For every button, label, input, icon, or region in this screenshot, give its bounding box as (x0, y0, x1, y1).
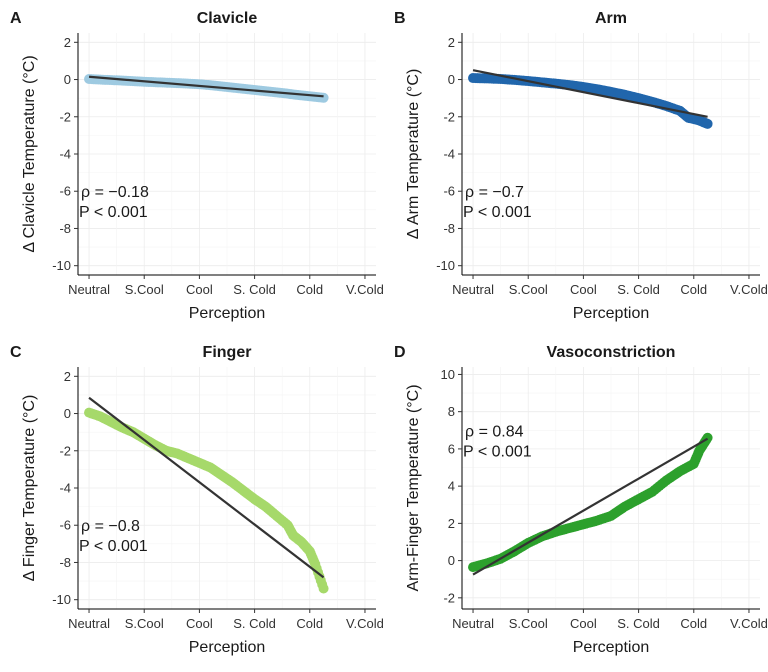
y-tick-label: -10 (436, 258, 455, 273)
regression-line (472, 437, 709, 576)
data-points (468, 73, 713, 129)
gridlines (462, 367, 760, 609)
panel-d: -2 0 2 4 6 8 10 Neutral S.Cool Cool S. Cold Cold V.C… (394, 344, 768, 656)
x-axis-title: Perception (573, 639, 650, 656)
panel-title: Arm (595, 10, 627, 27)
y-tick-label: -2 (443, 590, 455, 605)
x-tick-label: Cold (680, 616, 707, 631)
p-value-annotation: P < 0.001 (463, 204, 532, 221)
y-tick-label: 0 (448, 553, 455, 568)
panel-c: 2 0 -2 -4 -6 -8 -10 Neutral S.Cool Cool S. Cold Col… (10, 344, 384, 656)
data-point (318, 92, 329, 103)
panel-letter: B (394, 10, 406, 27)
rho-annotation: ρ = −0.18 (81, 184, 149, 201)
panel-a: 2 0 -2 -4 -6 -8 -10 Neutral S.Cool Cool S. Cold Col… (10, 10, 384, 322)
x-tick-label: Neutral (68, 282, 110, 297)
x-tick-label: S.Cool (125, 616, 164, 631)
gridlines (462, 33, 760, 275)
panel-letter: A (10, 10, 22, 27)
y-tick-label: -6 (59, 518, 71, 533)
y-tick-label: 2 (64, 369, 71, 384)
x-tick-label: Cold (296, 282, 323, 297)
regression-line (472, 69, 708, 118)
x-tick-label: S. Cold (233, 616, 276, 631)
x-tick-label: S. Cold (233, 282, 276, 297)
x-tick-label: Cool (570, 616, 597, 631)
y-axis-title: Δ Finger Temperature (°C) (21, 395, 38, 582)
x-tick-label: Neutral (68, 616, 110, 631)
y-tick-label: 4 (448, 479, 455, 494)
x-axis-title: Perception (189, 639, 266, 656)
x-tick-label: V.Cold (730, 282, 768, 297)
regression-line (88, 396, 325, 579)
y-tick-label: 0 (64, 406, 71, 421)
x-tick-label: S.Cool (509, 616, 548, 631)
x-tick-label: Neutral (452, 282, 494, 297)
y-tick-label: -6 (443, 184, 455, 199)
panel-title: Vasoconstriction (547, 344, 676, 361)
y-tick-label: -10 (52, 592, 71, 607)
y-tick-label: 8 (448, 404, 455, 419)
x-tick-label: V.Cold (346, 282, 384, 297)
regression-line (88, 75, 324, 98)
y-tick-label: -8 (59, 555, 71, 570)
y-tick-label: -10 (52, 258, 71, 273)
panel-letter: D (394, 344, 406, 361)
x-tick-label: Cold (680, 282, 707, 297)
y-tick-label: -2 (59, 109, 71, 124)
y-tick-label: -6 (59, 184, 71, 199)
y-tick-label: 2 (448, 35, 455, 50)
p-value-annotation: P < 0.001 (79, 204, 148, 221)
y-tick-label: 10 (441, 367, 455, 382)
x-tick-label: S.Cool (509, 282, 548, 297)
x-tick-label: Cool (186, 616, 213, 631)
x-tick-label: Cool (186, 282, 213, 297)
y-tick-label: 2 (64, 35, 71, 50)
p-value-annotation: P < 0.001 (463, 443, 532, 460)
x-tick-label: Neutral (452, 616, 494, 631)
x-tick-label: S. Cold (617, 282, 660, 297)
gridlines (78, 33, 376, 275)
x-tick-label: S. Cold (617, 616, 660, 631)
y-tick-label: -8 (59, 221, 71, 236)
gridlines (78, 367, 376, 609)
panel-title: Clavicle (197, 10, 258, 27)
y-axis-title: Arm-Finger Temperature (°C) (405, 384, 422, 591)
y-tick-label: -4 (59, 481, 71, 496)
rho-annotation: ρ = 0.84 (465, 423, 524, 440)
panel-b: 2 0 -2 -4 -6 -8 -10 Neutral S.Cool Cool S. Cold Col… (394, 10, 768, 322)
x-axis-title: Perception (573, 305, 650, 322)
y-tick-label: 0 (448, 72, 455, 87)
y-tick-label: -4 (59, 147, 71, 162)
x-tick-label: S.Cool (125, 282, 164, 297)
y-tick-label: -2 (59, 443, 71, 458)
y-tick-label: -2 (443, 109, 455, 124)
y-tick-label: -8 (443, 221, 455, 236)
panel-title: Finger (203, 344, 252, 361)
panel-letter: C (10, 344, 22, 361)
y-tick-label: 0 (64, 72, 71, 87)
rho-annotation: ρ = −0.7 (465, 184, 524, 201)
x-tick-label: Cold (296, 616, 323, 631)
y-tick-label: 6 (448, 441, 455, 456)
x-tick-label: Cool (570, 282, 597, 297)
x-axis-title: Perception (189, 305, 266, 322)
data-point (702, 118, 713, 129)
y-tick-label: -4 (443, 147, 455, 162)
y-axis-title: Δ Clavicle Temperature (°C) (21, 55, 38, 252)
x-tick-label: V.Cold (346, 616, 384, 631)
data-point (318, 583, 329, 594)
p-value-annotation: P < 0.001 (79, 538, 148, 555)
rho-annotation: ρ = −0.8 (81, 518, 140, 535)
data-points (84, 407, 329, 594)
y-axis-title: Δ Arm Temperature (°C) (405, 69, 422, 240)
y-tick-label: 2 (448, 516, 455, 531)
x-tick-label: V.Cold (730, 616, 768, 631)
